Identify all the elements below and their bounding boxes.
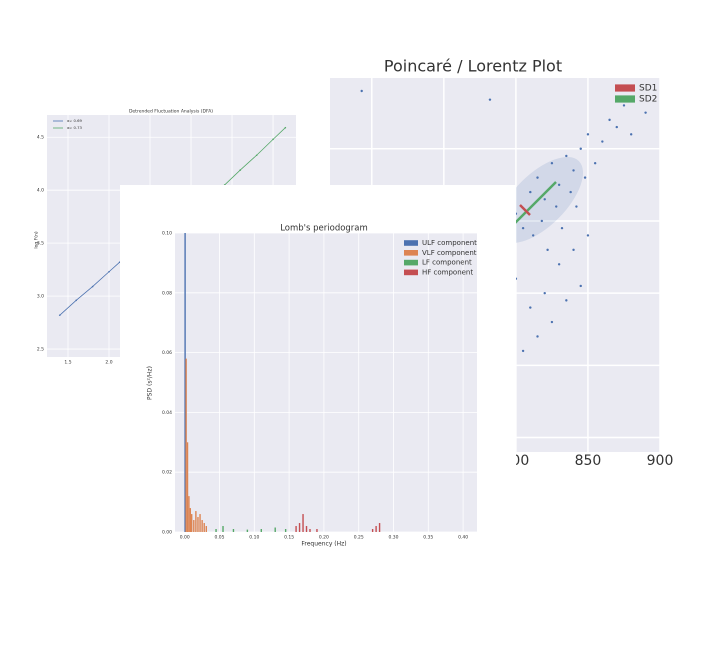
sd1-line bbox=[519, 204, 531, 216]
data-point bbox=[572, 169, 575, 172]
data-point bbox=[644, 111, 647, 114]
data-point bbox=[557, 183, 561, 187]
plot-background bbox=[175, 233, 477, 532]
data-point bbox=[572, 248, 575, 252]
y-tick-label: 0.00 bbox=[162, 530, 172, 536]
data-point bbox=[586, 234, 590, 237]
x-tick-label: 0.15 bbox=[284, 535, 294, 541]
y-axis-label: log F(n) bbox=[34, 231, 40, 248]
data-point bbox=[108, 270, 110, 273]
x-tick-label: 2.0 bbox=[105, 360, 112, 366]
x-tick-label: 850 bbox=[575, 453, 602, 469]
data-point bbox=[565, 154, 568, 158]
y-tick-label: 2.5 bbox=[37, 347, 44, 353]
legend-swatch bbox=[404, 269, 418, 276]
legend-label: LF component bbox=[422, 259, 472, 267]
data-point bbox=[239, 169, 242, 171]
legend-label: VLF component bbox=[422, 249, 477, 257]
data-point bbox=[557, 263, 561, 266]
legend-swatch bbox=[404, 250, 418, 256]
data-point bbox=[550, 320, 554, 324]
data-point bbox=[560, 226, 564, 230]
data-point bbox=[622, 104, 626, 107]
periodogram-plot: Lomb's periodogram 0.00 0.05 0.10 0.15 0.20 0.… bbox=[120, 185, 516, 560]
x-tick-label: 0.05 bbox=[215, 535, 225, 541]
y-tick-label: 3.0 bbox=[37, 294, 44, 300]
legend-swatch bbox=[404, 240, 418, 246]
x-tick-label: 0.20 bbox=[319, 535, 329, 541]
y-tick-label: 4.0 bbox=[37, 188, 44, 194]
data-point bbox=[255, 154, 258, 157]
legend-label: SD2 bbox=[639, 95, 657, 105]
x-tick-label: 900 bbox=[647, 453, 674, 469]
data-point bbox=[543, 291, 546, 295]
legend-swatch bbox=[404, 259, 418, 266]
data-point bbox=[272, 138, 274, 141]
data-point bbox=[550, 161, 554, 165]
data-point bbox=[546, 248, 549, 252]
data-point bbox=[58, 314, 61, 316]
data-point bbox=[521, 349, 525, 353]
data-point bbox=[540, 219, 544, 223]
data-point bbox=[531, 234, 535, 237]
y-axis-label: PSD (s²/Hz) bbox=[147, 366, 154, 400]
y-tick-label: 0.06 bbox=[162, 350, 172, 356]
legend-label: α₂: 0.73 bbox=[67, 125, 83, 130]
data-point bbox=[579, 147, 582, 150]
y-tick-label: 0.10 bbox=[162, 231, 172, 237]
x-tick-label: 0.10 bbox=[249, 535, 259, 541]
data-point bbox=[555, 205, 558, 208]
data-point bbox=[583, 176, 587, 179]
chart-title: Detrended Fluctuation Analysis (DFA) bbox=[129, 109, 213, 115]
sd-ellipse bbox=[496, 156, 584, 244]
plot-area bbox=[184, 233, 381, 532]
x-tick-label: 1.5 bbox=[64, 360, 71, 366]
data-point bbox=[629, 133, 633, 136]
x-tick-label: 0.40 bbox=[458, 535, 468, 541]
x-tick-label: 0.35 bbox=[423, 535, 433, 541]
data-point bbox=[75, 299, 77, 302]
chart-title: Poincaré / Lorentz Plot bbox=[384, 57, 562, 76]
x-tick-label: 0.30 bbox=[388, 535, 398, 541]
data-point bbox=[521, 226, 525, 230]
data-point bbox=[536, 176, 539, 179]
data-point bbox=[488, 98, 492, 101]
data-point bbox=[529, 306, 532, 309]
data-point bbox=[284, 126, 287, 129]
legend-label: α₁: 0.69 bbox=[67, 118, 83, 123]
data-point bbox=[615, 125, 618, 129]
x-axis-label: Frequency (Hz) bbox=[301, 541, 346, 548]
legend-swatch bbox=[615, 95, 635, 103]
x-tick-label: 0.00 bbox=[180, 535, 190, 541]
data-point bbox=[360, 89, 363, 93]
plot-area bbox=[58, 126, 287, 316]
legend-label: SD1 bbox=[639, 84, 657, 94]
data-point bbox=[536, 335, 539, 338]
y-tick-label: 0.02 bbox=[162, 470, 172, 476]
legend-label: ULF component bbox=[422, 239, 477, 247]
data-point bbox=[529, 190, 532, 194]
legend-swatch bbox=[615, 84, 635, 92]
y-tick-label: 4.5 bbox=[37, 135, 44, 141]
x-tick-label: 0.25 bbox=[354, 535, 364, 541]
data-point bbox=[575, 205, 578, 208]
data-point bbox=[543, 198, 546, 201]
data-point bbox=[91, 285, 94, 288]
data-point bbox=[601, 140, 604, 143]
data-point bbox=[593, 161, 597, 165]
chart-title: Lomb's periodogram bbox=[280, 224, 368, 234]
y-tick-label: 0.04 bbox=[162, 410, 172, 416]
data-point bbox=[608, 118, 611, 122]
legend-label: HF component bbox=[422, 268, 473, 276]
data-point bbox=[579, 284, 582, 288]
y-tick-label: 3.5 bbox=[37, 241, 44, 247]
y-tick-label: 0.08 bbox=[162, 290, 172, 296]
data-point bbox=[586, 133, 590, 136]
data-point bbox=[565, 299, 568, 302]
data-point bbox=[569, 190, 572, 194]
